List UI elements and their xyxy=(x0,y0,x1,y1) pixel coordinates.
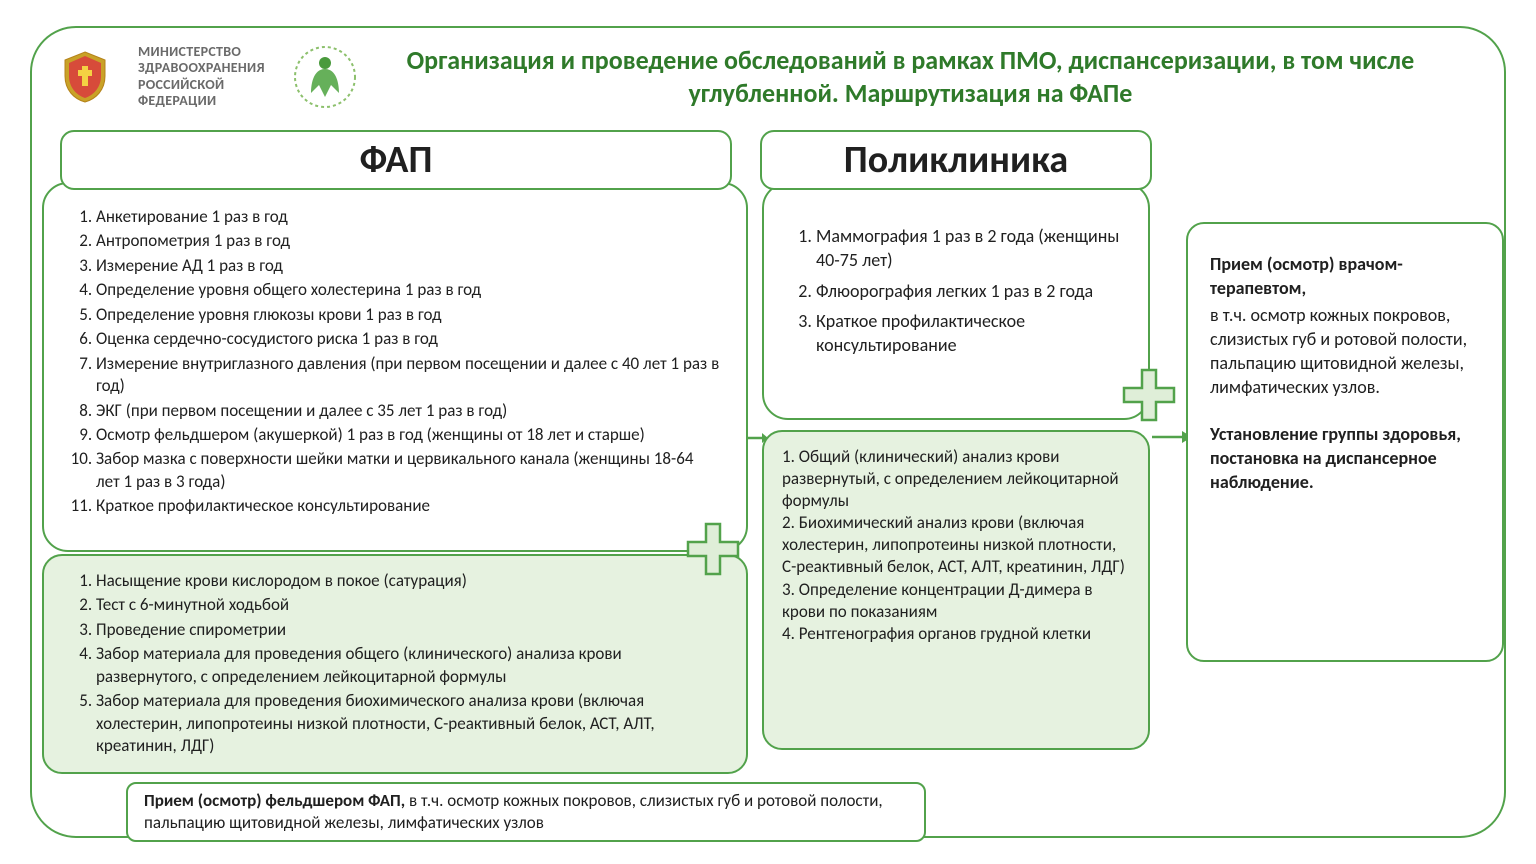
poly-main-panel: Маммография 1 раз в 2 года (женщины 40-7… xyxy=(762,182,1150,420)
nmic-logo-icon xyxy=(293,45,357,109)
list-item: Флюорография легких 1 раз в 2 года xyxy=(816,279,1124,303)
list-item: Определение уровня общего холестерина 1 … xyxy=(96,279,720,301)
poly-heading: Поликлиника xyxy=(760,130,1152,190)
therapist-lead: Прием (осмотр) врачом-терапевтом, xyxy=(1210,253,1403,299)
fap-main-panel: Анкетирование 1 раз в годАнтропометрия 1… xyxy=(42,182,748,552)
list-item: Проведение спирометрии xyxy=(96,619,720,641)
list-item: Определение уровня глюкозы крови 1 раз в… xyxy=(96,304,720,326)
list-item: Забор материала для проведения общего (к… xyxy=(96,643,720,688)
page-title: Организация и проведение обследований в … xyxy=(385,44,1476,109)
list-item: Забор материала для проведения биохимиче… xyxy=(96,690,720,757)
fap-extra-list: Насыщение крови кислородом в покое (сату… xyxy=(70,570,720,758)
feldsher-lead: Прием (осмотр) фельдшером ФАП, xyxy=(144,790,405,811)
list-item: Антропометрия 1 раз в год xyxy=(96,230,720,252)
list-item: Осмотр фельдшером (акушеркой) 1 раз в го… xyxy=(96,424,720,446)
list-item: Краткое профилактическое консультировани… xyxy=(816,309,1124,358)
list-item: Измерение АД 1 раз в год xyxy=(96,255,720,277)
fap-extra-panel: Насыщение крови кислородом в покое (сату… xyxy=(42,554,748,774)
list-item: Тест с 6-минутной ходьбой xyxy=(96,594,720,616)
list-item: ЭКГ (при первом посещении и далее с 35 л… xyxy=(96,400,720,422)
list-item: Маммография 1 раз в 2 года (женщины 40-7… xyxy=(816,224,1124,273)
plus-icon xyxy=(684,520,742,578)
ministry-label: МИНИСТЕРСТВО ЗДРАВООХРАНЕНИЯ РОССИЙСКОЙ … xyxy=(138,44,265,108)
poly-extra-text: 1. Общий (клинический) анализ крови разв… xyxy=(782,446,1130,645)
therapist-panel: Прием (осмотр) врачом-терапевтом, в т.ч.… xyxy=(1186,222,1504,662)
feldsher-panel: Прием (осмотр) фельдшером ФАП, в т.ч. ос… xyxy=(126,782,926,842)
list-item: Краткое профилактическое консультировани… xyxy=(96,495,720,517)
therapist-tail: Установление группы здоровья, постановка… xyxy=(1210,423,1461,494)
poly-main-list: Маммография 1 раз в 2 года (женщины 40-7… xyxy=(788,224,1124,357)
list-item: Насыщение крови кислородом в покое (сату… xyxy=(96,570,720,592)
ministry-line1: МИНИСТЕРСТВО xyxy=(138,44,265,60)
fap-main-list: Анкетирование 1 раз в годАнтропометрия 1… xyxy=(70,206,720,518)
list-item: Забор мазка с поверхности шейки матки и … xyxy=(96,448,720,493)
list-item: Оценка сердечно-сосудистого риска 1 раз … xyxy=(96,328,720,350)
list-item: Измерение внутриглазного давления (при п… xyxy=(96,353,720,398)
fap-heading: ФАП xyxy=(60,130,732,190)
plus-icon xyxy=(1120,366,1178,424)
emblem-rf-icon xyxy=(60,50,110,104)
ministry-line3: РОССИЙСКОЙ ФЕДЕРАЦИИ xyxy=(138,77,265,109)
therapist-body: в т.ч. осмотр кожных покровов, слизистых… xyxy=(1210,303,1480,400)
ministry-line2: ЗДРАВООХРАНЕНИЯ xyxy=(138,60,265,76)
list-item: Анкетирование 1 раз в год xyxy=(96,206,720,228)
poly-extra-panel: 1. Общий (клинический) анализ крови разв… xyxy=(762,430,1150,750)
